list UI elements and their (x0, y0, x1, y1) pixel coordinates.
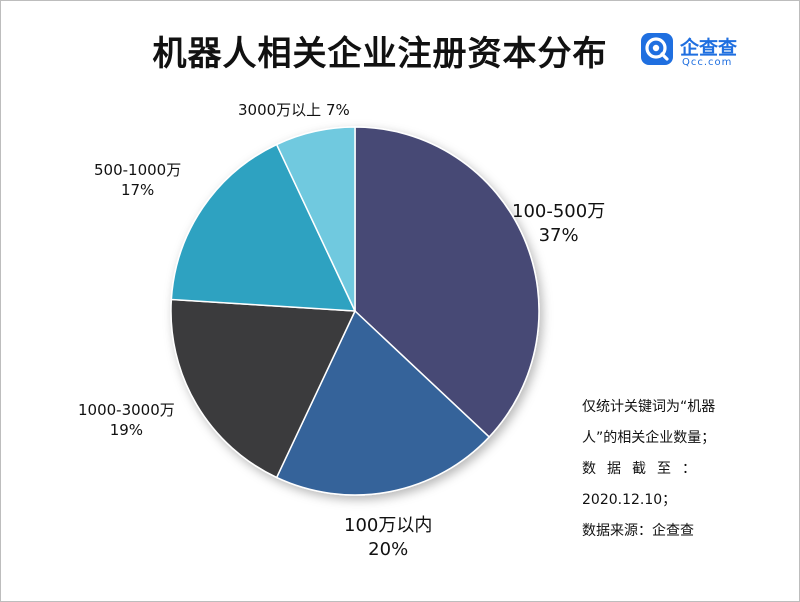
slice-label-under-100: 100万以内 20% (344, 514, 432, 563)
slice-category-label: 3000万以上 (238, 101, 322, 119)
footnote-line: 仅统计关键词为“机器 (582, 399, 716, 415)
footnote-source: 数据来源：企查查 (582, 523, 694, 539)
slice-category-label: 100-500万 (512, 201, 606, 222)
slice-percent-label: 19% (109, 421, 144, 440)
pie-slice-1 (275, 309, 491, 496)
footnote-date: 2020.12.10； (582, 492, 677, 508)
pie-slice-3 (170, 143, 357, 312)
footnote-line: 人”的相关企业数量； (582, 430, 716, 446)
slice-percent-label: 37% (538, 225, 579, 247)
slice-label-100-500: 100-500万 37% (512, 200, 605, 249)
slice-label-1000-3000: 1000-3000万 19% (78, 400, 175, 441)
qichacha-logo-icon (641, 33, 673, 65)
slice-category-label: 500-1000万 (94, 161, 182, 179)
pie-slice-0 (354, 126, 540, 439)
slice-category-label: 1000-3000万 (78, 401, 175, 419)
brand-logo: 企查查 Qcc.com (640, 32, 780, 72)
footnote-date-label: 数据截至： (582, 461, 707, 477)
slice-label-500-1000: 500-1000万 17% (94, 160, 181, 201)
logo-name: 企查查 (680, 37, 738, 59)
slice-percent-label: 20% (368, 539, 409, 561)
pie-slice-4 (275, 126, 356, 312)
pie-slice-2 (170, 298, 357, 479)
chart-footnote: 仅统计关键词为“机器 人”的相关企业数量； 数据截至： 2020.12.10； … (582, 392, 757, 547)
logo-domain: Qcc.com (682, 57, 733, 68)
slice-category-label: 100万以内 (344, 515, 433, 536)
chart-title: 机器人相关企业注册资本分布 (152, 34, 608, 74)
slice-label-over-3000: 3000万以上 7% (238, 100, 350, 120)
slice-percent-label: 17% (120, 181, 155, 200)
slice-percent-label: 7% (325, 101, 350, 119)
